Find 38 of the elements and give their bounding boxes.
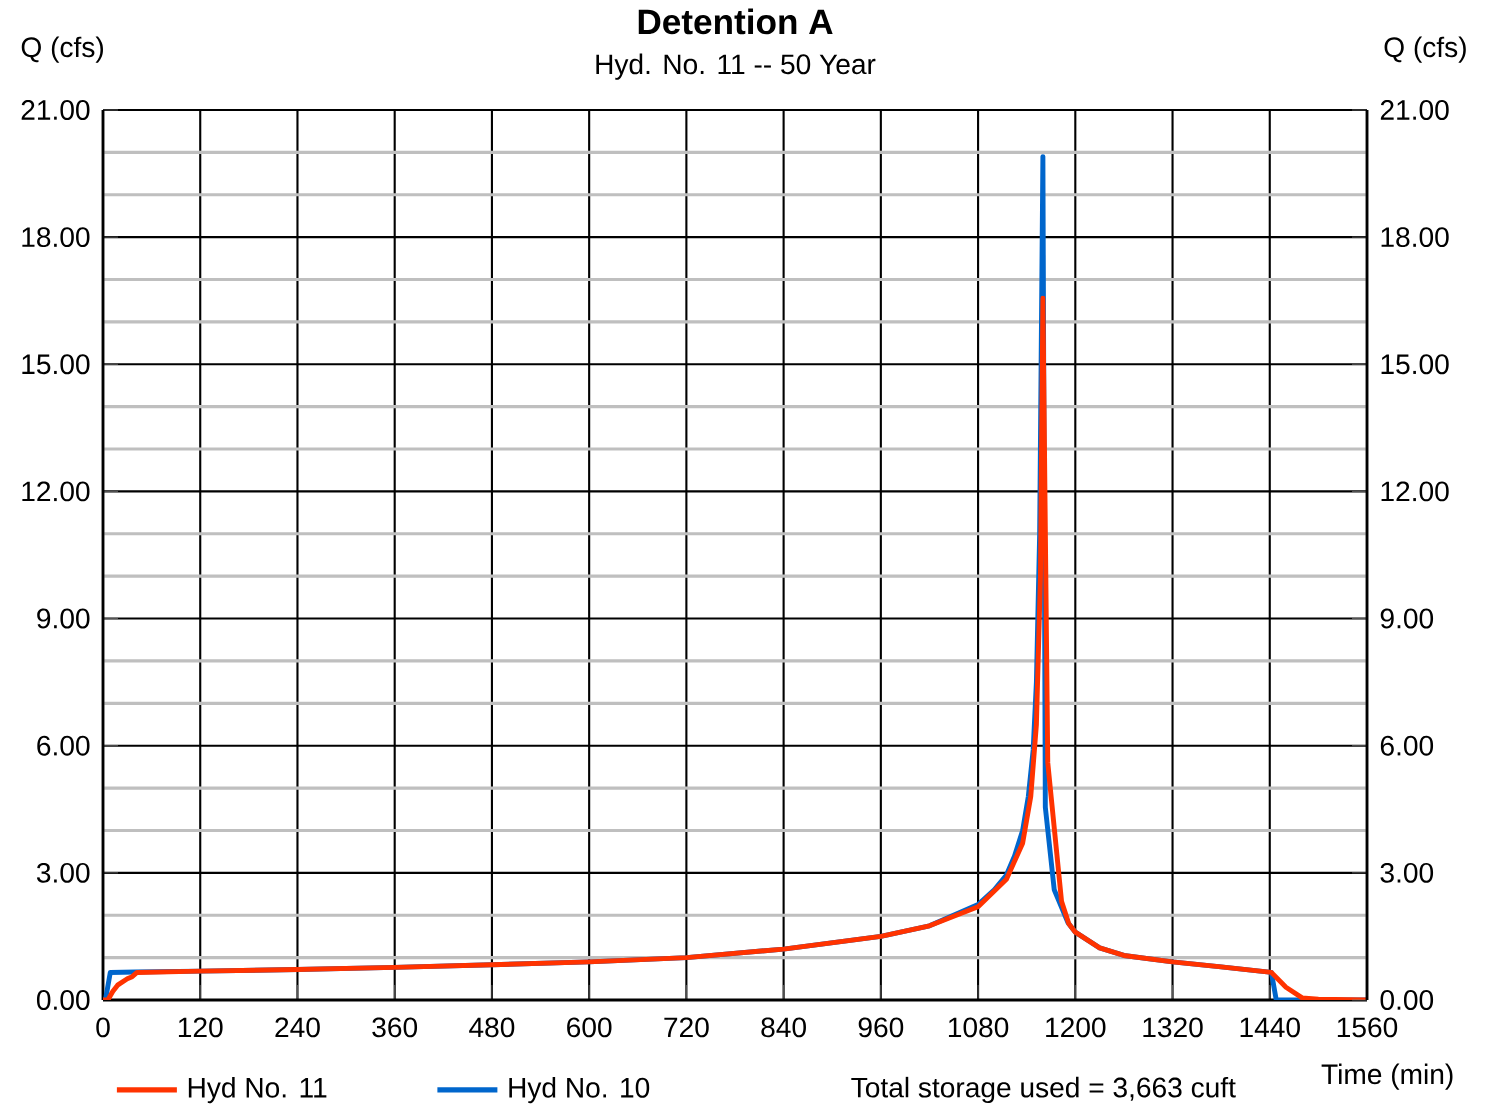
chart-subtitle: Hyd. No. 11 -- 50 Year <box>596 53 876 80</box>
y-tick-label: 0.00 <box>36 990 90 1010</box>
y2-tick-label: 6.00 <box>1380 735 1434 756</box>
y-tick-label: 3.00 <box>36 862 90 883</box>
y-tick-label: 12.00 <box>22 481 90 502</box>
y2-tick-label: 9.00 <box>1380 608 1434 629</box>
y-tick-label: 15.00 <box>22 354 90 375</box>
x-tick-label: 1560 <box>1337 1017 1398 1038</box>
y-axis-title: Q (cfs) <box>21 36 103 63</box>
x-tick-label: 720 <box>664 1017 709 1038</box>
legend-label: Hyd No. 11 <box>188 1077 327 1104</box>
y2-tick-label: 18.00 <box>1381 227 1449 248</box>
legend-label: Hyd No. 10 <box>509 1077 650 1104</box>
y-tick-label: 9.00 <box>37 608 90 629</box>
text: Total storage used = 3,663 cuft <box>851 1076 1236 1104</box>
x-axis-title: Time (min) <box>1321 1063 1453 1090</box>
chart-title: Detention A <box>638 8 833 35</box>
x-tick-label: 960 <box>858 1017 904 1038</box>
y-tick-label: 18.00 <box>22 227 90 248</box>
x-tick-label: 360 <box>372 1017 418 1038</box>
x-tick-label: 120 <box>178 1017 223 1038</box>
x-tick-label: 1080 <box>948 1017 1009 1038</box>
y2-tick-label: 3.00 <box>1380 862 1434 883</box>
y-tick-label: 21.00 <box>21 100 90 120</box>
y2-tick-label: 21.00 <box>1380 100 1449 120</box>
x-tick-label: 1440 <box>1240 1017 1300 1038</box>
y2-tick-label: 15.00 <box>1381 354 1449 375</box>
y2-axis-title: Q (cfs) <box>1384 36 1466 63</box>
x-tick-label: 600 <box>567 1017 612 1038</box>
x-tick-label: 1320 <box>1143 1017 1203 1038</box>
x-tick-label: 240 <box>275 1017 320 1038</box>
x-tick-label: 0 <box>96 1017 110 1038</box>
y2-tick-label: 12.00 <box>1381 481 1449 502</box>
x-tick-label: 840 <box>761 1017 806 1038</box>
y2-tick-label: 0.00 <box>1380 990 1434 1010</box>
x-tick-label: 1200 <box>1046 1017 1106 1038</box>
y-tick-label: 6.00 <box>37 735 90 756</box>
x-tick-label: 480 <box>469 1017 515 1038</box>
